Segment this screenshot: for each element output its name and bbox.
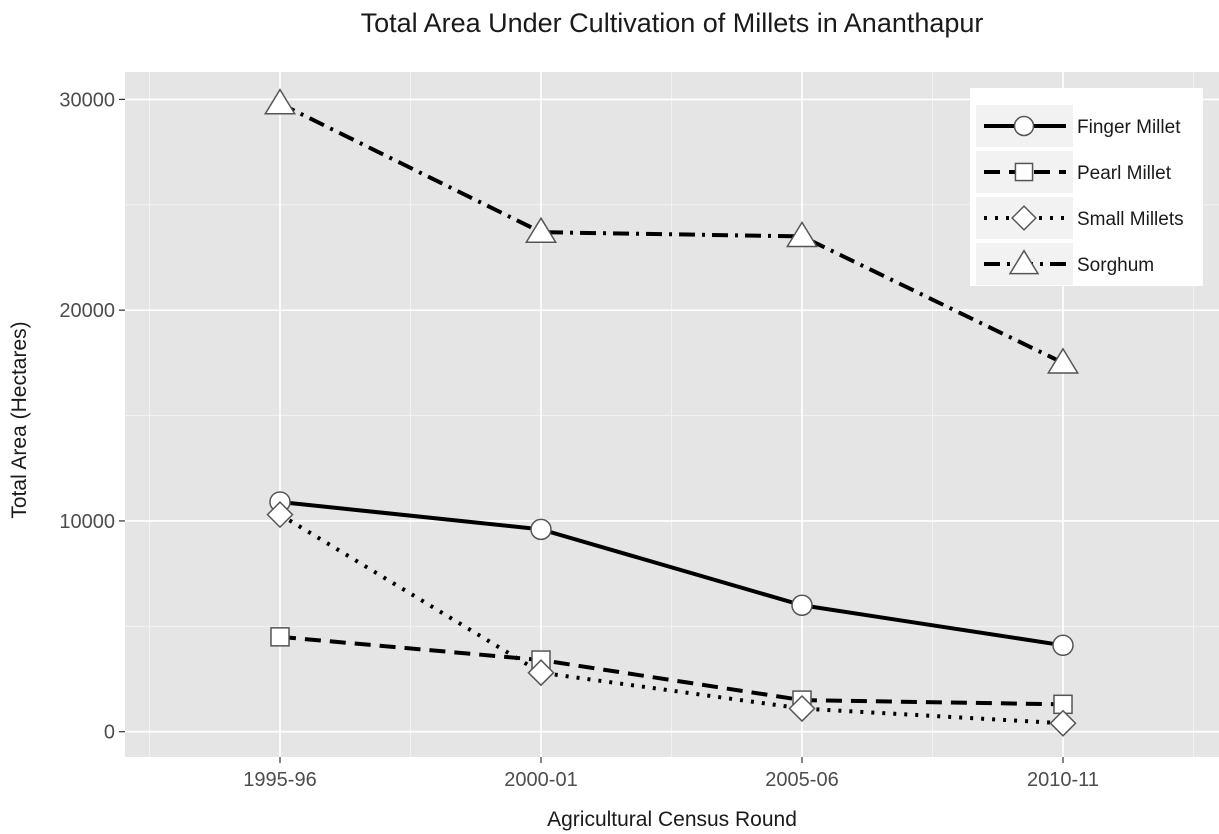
data-point-pearl-millet — [270, 627, 290, 647]
series-line-sorghum — [279, 101, 1064, 365]
legend-key-marker — [1011, 205, 1037, 231]
data-point-finger-millet — [530, 518, 552, 541]
legend-key-marker — [1014, 162, 1034, 182]
y-axis-title: Total Area (Hectares) — [8, 321, 31, 518]
axis-layer: 0 10000 20000 30000 1995-96 2000-01 2005-06 201… — [59, 89, 1099, 791]
data-point-small-millets — [266, 501, 294, 529]
y-tick-label: 30000 — [59, 89, 115, 111]
legend-key-marker — [1013, 115, 1035, 137]
legend-label: Small Millets — [1077, 209, 1184, 230]
data-point-sorghum — [263, 88, 297, 115]
series-line-finger-millet — [279, 499, 1064, 648]
legend: Finger Millet Pearl Millet Small Millets So… — [970, 88, 1203, 286]
series-line-pearl-millet — [279, 634, 1064, 707]
x-tick-label: 1995-96 — [243, 769, 316, 791]
y-tick-label: 10000 — [59, 511, 115, 533]
data-point-small-millets — [788, 694, 816, 723]
data-point-small-millets — [1049, 709, 1077, 737]
y-tick-label: 20000 — [59, 300, 115, 322]
data-point-small-millets — [527, 659, 555, 687]
legend-label: Finger Millet — [1077, 117, 1181, 138]
data-point-finger-millet — [1052, 634, 1074, 657]
y-tick-label: 0 — [104, 722, 115, 744]
data-point-finger-millet — [791, 594, 813, 616]
x-tick-label: 2010-11 — [1027, 769, 1099, 791]
x-axis-title: Agricultural Census Round — [547, 808, 797, 831]
data-point-sorghum — [1046, 347, 1080, 374]
x-tick-label: 2000-01 — [504, 769, 577, 791]
legend-label: Pearl Millet — [1077, 163, 1172, 184]
series-layer — [263, 88, 1080, 737]
legend-key-marker — [1008, 249, 1040, 275]
data-point-sorghum — [524, 216, 558, 244]
chart-title: Total Area Under Cultivation of Millets … — [361, 8, 984, 38]
legend-label: Sorghum — [1077, 255, 1154, 276]
data-point-sorghum — [785, 220, 819, 248]
x-tick-label: 2005-06 — [765, 769, 838, 791]
